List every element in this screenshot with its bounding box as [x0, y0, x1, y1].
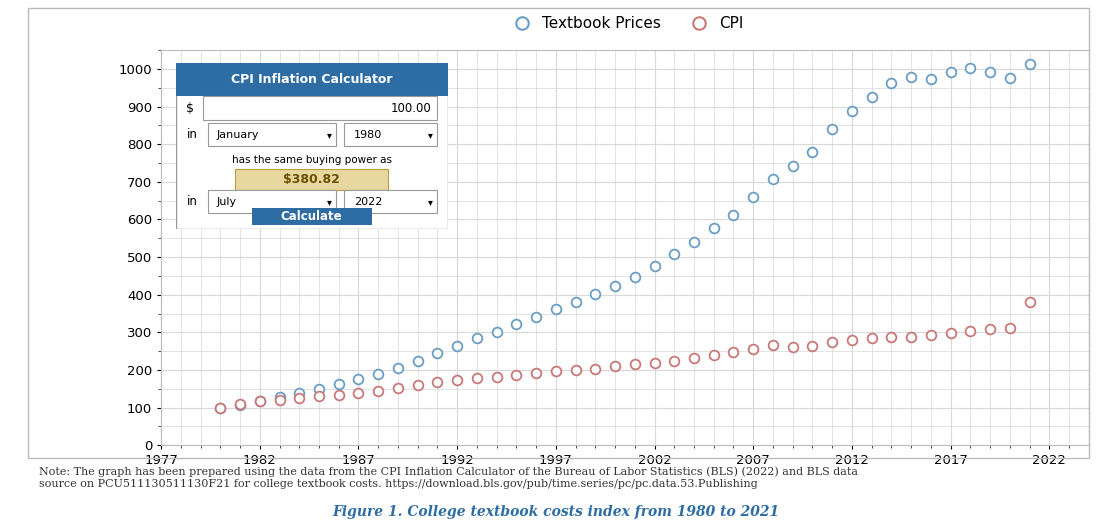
- Text: $380.82: $380.82: [283, 173, 340, 186]
- Text: January: January: [217, 130, 259, 140]
- Bar: [176, 63, 448, 96]
- Text: ▾: ▾: [428, 130, 432, 140]
- Text: 100.00: 100.00: [391, 102, 431, 114]
- Bar: [208, 190, 337, 213]
- Text: Calculate: Calculate: [281, 210, 342, 223]
- Text: in: in: [187, 128, 198, 141]
- Text: 1980: 1980: [353, 130, 382, 140]
- Text: ▾: ▾: [428, 197, 432, 207]
- Bar: [203, 96, 437, 120]
- Bar: [208, 123, 337, 147]
- Text: CPI Inflation Calculator: CPI Inflation Calculator: [231, 73, 392, 86]
- Text: July: July: [217, 197, 237, 207]
- Text: has the same buying power as: has the same buying power as: [231, 154, 392, 164]
- Text: Note: The graph has been prepared using the data from the CPI Inflation Calculat: Note: The graph has been prepared using …: [39, 466, 858, 489]
- Text: $: $: [187, 102, 194, 114]
- Text: in: in: [187, 196, 198, 208]
- Bar: [252, 208, 371, 225]
- Legend: Textbook Prices, CPI: Textbook Prices, CPI: [501, 10, 749, 37]
- Bar: [236, 169, 388, 190]
- Text: ▾: ▾: [327, 197, 332, 207]
- Text: Figure 1. College textbook costs index from 1980 to 2021: Figure 1. College textbook costs index f…: [332, 505, 779, 519]
- Text: 2022: 2022: [353, 197, 382, 207]
- Text: ▾: ▾: [327, 130, 332, 140]
- Bar: [344, 123, 437, 147]
- Bar: [344, 190, 437, 213]
